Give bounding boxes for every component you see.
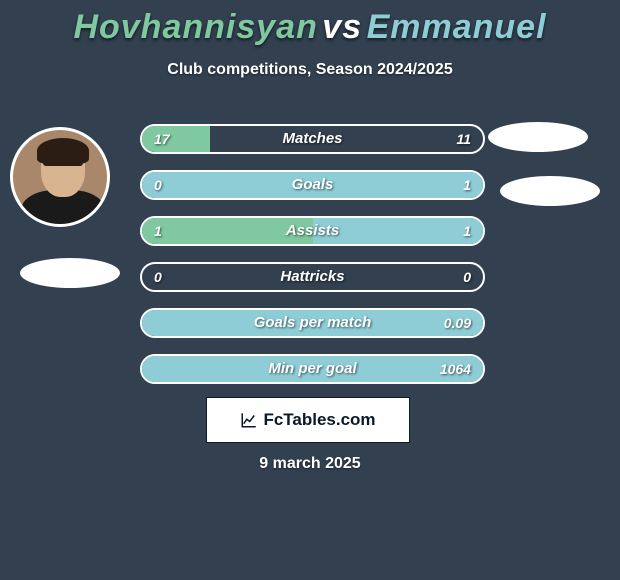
- stat-value-right: 0: [463, 264, 471, 290]
- stats-icon: [240, 411, 258, 429]
- stat-value-right: 1: [463, 218, 471, 244]
- stat-row-assists: 1 Assists 1: [140, 216, 485, 246]
- attribution-badge: FcTables.com: [206, 397, 410, 443]
- stat-row-matches: 17 Matches 11: [140, 124, 485, 154]
- attribution-text: FcTables.com: [263, 410, 375, 430]
- player2-flag-b: [500, 176, 600, 206]
- stat-row-hattricks: 0 Hattricks 0: [140, 262, 485, 292]
- stat-label: Matches: [142, 126, 483, 152]
- subtitle: Club competitions, Season 2024/2025: [0, 61, 620, 79]
- stat-value-right: 0.09: [444, 310, 471, 336]
- title-vs: vs: [322, 8, 362, 46]
- stat-label: Min per goal: [142, 356, 483, 382]
- stat-row-goals: 0 Goals 1: [140, 170, 485, 200]
- stat-value-right: 1: [463, 172, 471, 198]
- stat-row-min-per-goal: Min per goal 1064: [140, 354, 485, 384]
- avatar-brow-shape: [43, 160, 83, 166]
- stat-row-goals-per-match: Goals per match 0.09: [140, 308, 485, 338]
- stat-value-right: 11: [456, 126, 471, 152]
- stat-label: Goals: [142, 172, 483, 198]
- date-text: 9 march 2025: [0, 455, 620, 473]
- comparison-title: Hovhannisyan vs Emmanuel: [0, 0, 620, 47]
- player1-avatar: [10, 127, 110, 227]
- stat-label: Assists: [142, 218, 483, 244]
- stats-container: 17 Matches 11 0 Goals 1 1 Assists 1 0 Ha…: [140, 124, 485, 400]
- title-player1: Hovhannisyan: [73, 8, 317, 46]
- title-player2: Emmanuel: [367, 8, 547, 46]
- stat-label: Goals per match: [142, 310, 483, 336]
- stat-value-right: 1064: [440, 356, 471, 382]
- player2-flag-a: [488, 122, 588, 152]
- player1-flag: [20, 258, 120, 288]
- stat-label: Hattricks: [142, 264, 483, 290]
